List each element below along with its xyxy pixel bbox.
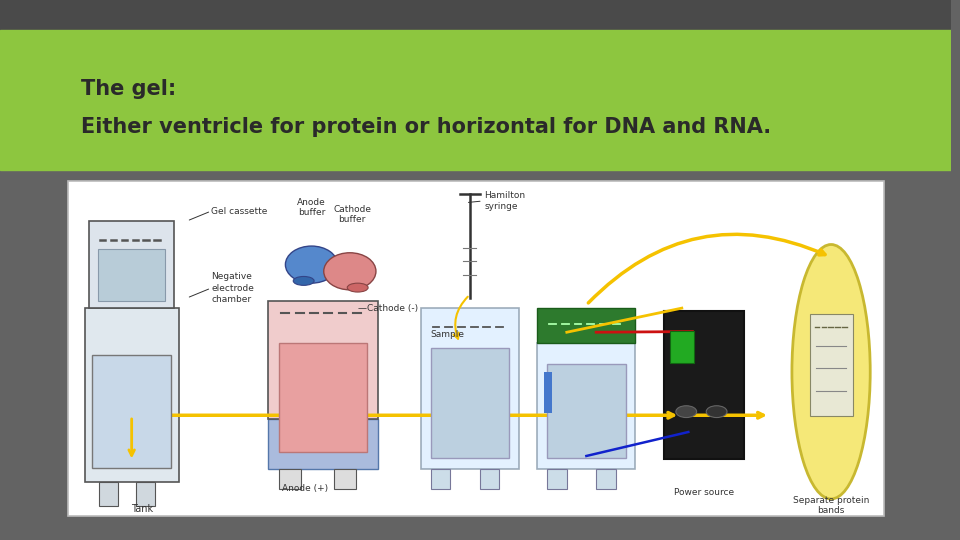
Bar — [334, 469, 356, 489]
Bar — [809, 314, 852, 416]
Bar — [68, 181, 884, 516]
Text: Cathode
buffer: Cathode buffer — [333, 205, 372, 224]
Bar — [544, 373, 552, 413]
Bar — [89, 221, 174, 308]
Bar — [136, 482, 156, 505]
Bar — [92, 355, 171, 468]
Text: Power source: Power source — [674, 488, 733, 497]
Text: Hamilton
syringe: Hamilton syringe — [485, 191, 525, 211]
Bar — [664, 312, 744, 459]
Text: Anode (+): Anode (+) — [282, 484, 328, 494]
Circle shape — [707, 406, 727, 417]
Bar — [480, 469, 499, 489]
Text: Anode
buffer: Anode buffer — [298, 198, 325, 218]
Ellipse shape — [792, 245, 870, 499]
Text: Tank: Tank — [131, 504, 153, 514]
Bar — [268, 301, 378, 418]
Bar — [99, 482, 117, 505]
Bar — [431, 469, 450, 489]
Bar — [538, 343, 636, 469]
Bar — [538, 308, 636, 343]
Text: Sample: Sample — [431, 330, 465, 340]
Bar — [84, 308, 179, 482]
Bar — [670, 330, 694, 363]
Bar — [596, 469, 615, 489]
Text: Either ventricle for protein or horizontal for DNA and RNA.: Either ventricle for protein or horizont… — [81, 117, 771, 137]
Ellipse shape — [285, 246, 338, 283]
Ellipse shape — [293, 276, 314, 285]
Ellipse shape — [324, 253, 376, 290]
Circle shape — [676, 406, 697, 417]
Bar — [547, 364, 626, 457]
Bar — [268, 418, 378, 469]
Text: Gel cassette: Gel cassette — [211, 206, 268, 215]
Ellipse shape — [348, 283, 368, 292]
Bar — [98, 249, 165, 301]
Bar — [279, 469, 301, 489]
Bar — [431, 348, 509, 457]
Bar — [0, 0, 950, 30]
Text: The gel:: The gel: — [81, 79, 176, 99]
Text: Separate protein
bands: Separate protein bands — [793, 496, 869, 515]
Text: —Cathode (-): —Cathode (-) — [358, 303, 419, 313]
Text: Negative
electrode
chamber: Negative electrode chamber — [211, 273, 254, 303]
Bar — [279, 343, 368, 452]
Bar — [0, 30, 950, 170]
Bar — [547, 469, 566, 489]
Bar — [420, 308, 518, 469]
